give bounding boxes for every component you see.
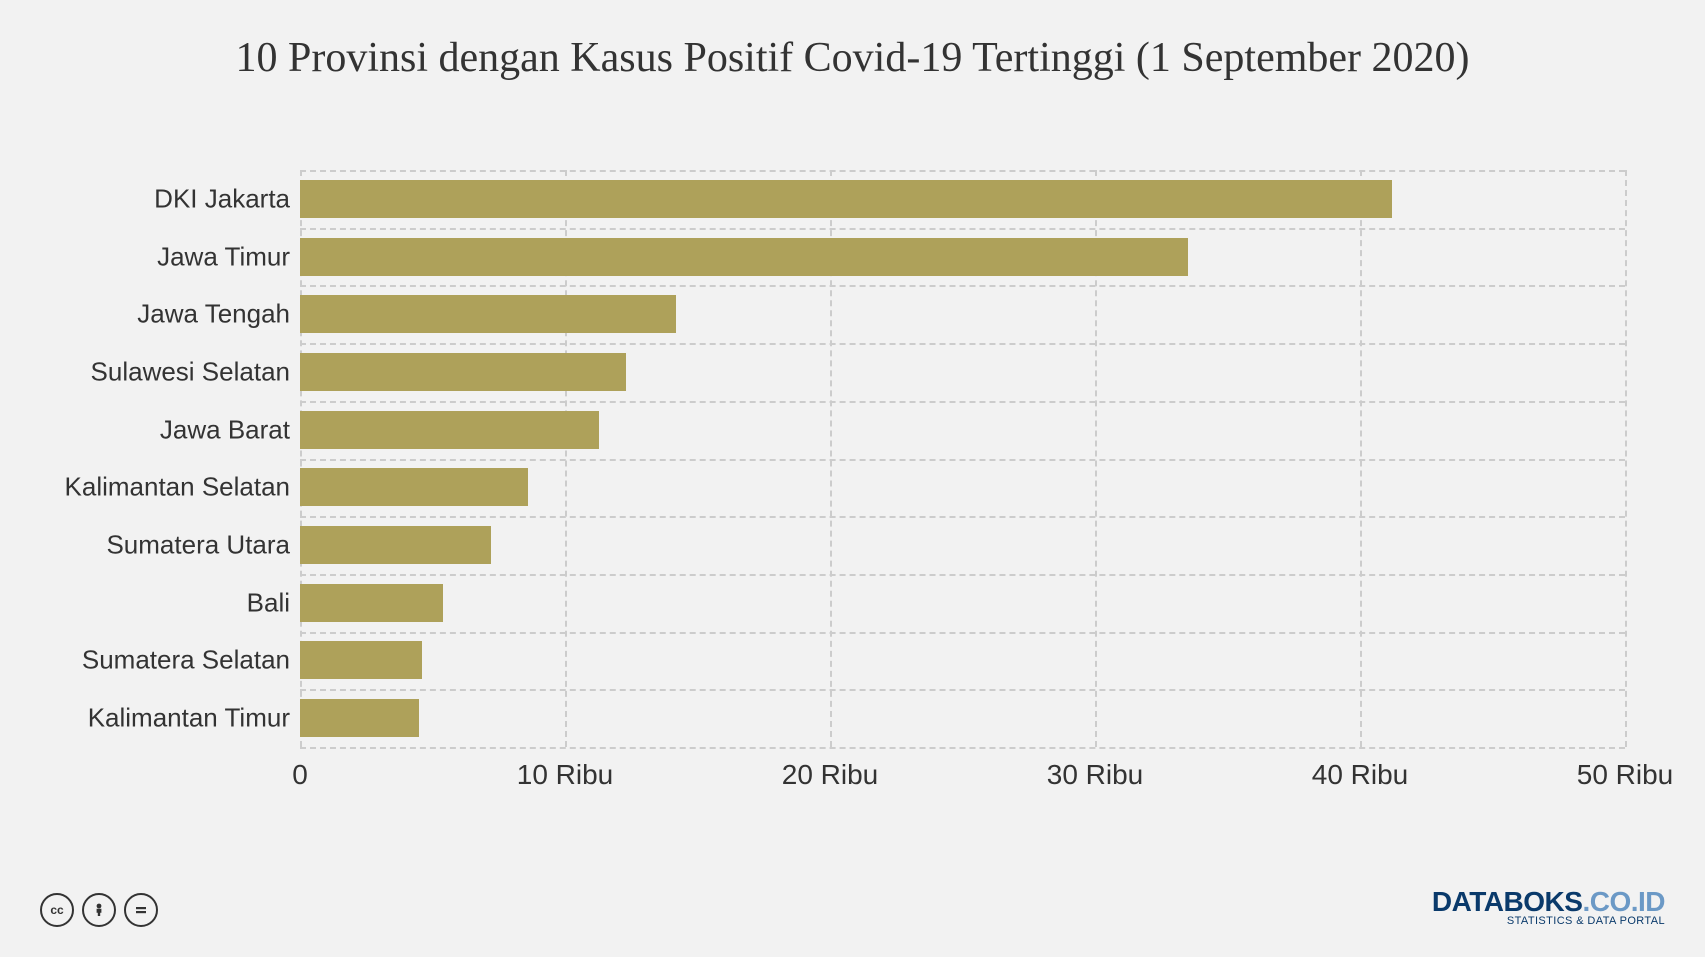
y-tick-label: DKI Jakarta bbox=[154, 183, 290, 214]
bar bbox=[300, 411, 599, 449]
cc-icon: cc bbox=[40, 893, 74, 927]
bar bbox=[300, 353, 626, 391]
y-tick-label: Jawa Timur bbox=[157, 241, 290, 272]
y-gridline bbox=[300, 689, 1625, 691]
x-gridline bbox=[1625, 170, 1627, 747]
y-gridline bbox=[300, 285, 1625, 287]
y-tick-label: Kalimantan Timur bbox=[88, 703, 290, 734]
y-tick-label: Sumatera Selatan bbox=[82, 645, 290, 676]
bar bbox=[300, 468, 528, 506]
footer: cc DATABOKS.CO.ID STATISTICS & DATA PORT… bbox=[40, 877, 1665, 927]
y-gridline bbox=[300, 401, 1625, 403]
nd-icon bbox=[124, 893, 158, 927]
brand-logo: DATABOKS.CO.ID STATISTICS & DATA PORTAL bbox=[1432, 886, 1665, 927]
x-tick-label: 50 Ribu bbox=[1577, 759, 1674, 791]
x-tick-label: 10 Ribu bbox=[517, 759, 614, 791]
y-gridline bbox=[300, 516, 1625, 518]
y-gridline bbox=[300, 228, 1625, 230]
svg-text:cc: cc bbox=[50, 903, 64, 917]
y-gridline bbox=[300, 459, 1625, 461]
bar bbox=[300, 295, 676, 333]
x-tick-label: 20 Ribu bbox=[782, 759, 879, 791]
y-gridline bbox=[300, 343, 1625, 345]
x-tick-label: 30 Ribu bbox=[1047, 759, 1144, 791]
chart-title: 10 Provinsi dengan Kasus Positif Covid-1… bbox=[40, 30, 1665, 87]
y-tick-label: Bali bbox=[247, 587, 290, 618]
y-gridline bbox=[300, 170, 1625, 172]
y-tick-label: Jawa Tengah bbox=[137, 299, 290, 330]
y-tick-label: Sulawesi Selatan bbox=[91, 356, 290, 387]
plot-area bbox=[300, 170, 1625, 747]
y-tick-label: Jawa Barat bbox=[160, 414, 290, 445]
y-gridline bbox=[300, 632, 1625, 634]
x-tick-label: 40 Ribu bbox=[1312, 759, 1409, 791]
bar bbox=[300, 238, 1188, 276]
x-tick-label: 0 bbox=[292, 759, 308, 791]
bar bbox=[300, 526, 491, 564]
bar bbox=[300, 641, 422, 679]
cc-license-icons: cc bbox=[40, 893, 158, 927]
y-tick-label: Sumatera Utara bbox=[106, 530, 290, 561]
y-gridline bbox=[300, 574, 1625, 576]
bar bbox=[300, 180, 1392, 218]
y-axis-labels: DKI Jakarta Jawa Timur Jawa Tengah Sulawesi… bbox=[40, 170, 290, 747]
y-tick-label: Kalimantan Selatan bbox=[65, 472, 290, 503]
brand-name: DATABOKS.CO.ID bbox=[1432, 886, 1665, 918]
bar bbox=[300, 584, 443, 622]
bar bbox=[300, 699, 419, 737]
chart-container: DKI Jakarta Jawa Timur Jawa Tengah Sulawesi… bbox=[40, 170, 1665, 797]
x-axis-labels: 010 Ribu20 Ribu30 Ribu40 Ribu50 Ribu bbox=[300, 747, 1625, 797]
by-icon bbox=[82, 893, 116, 927]
